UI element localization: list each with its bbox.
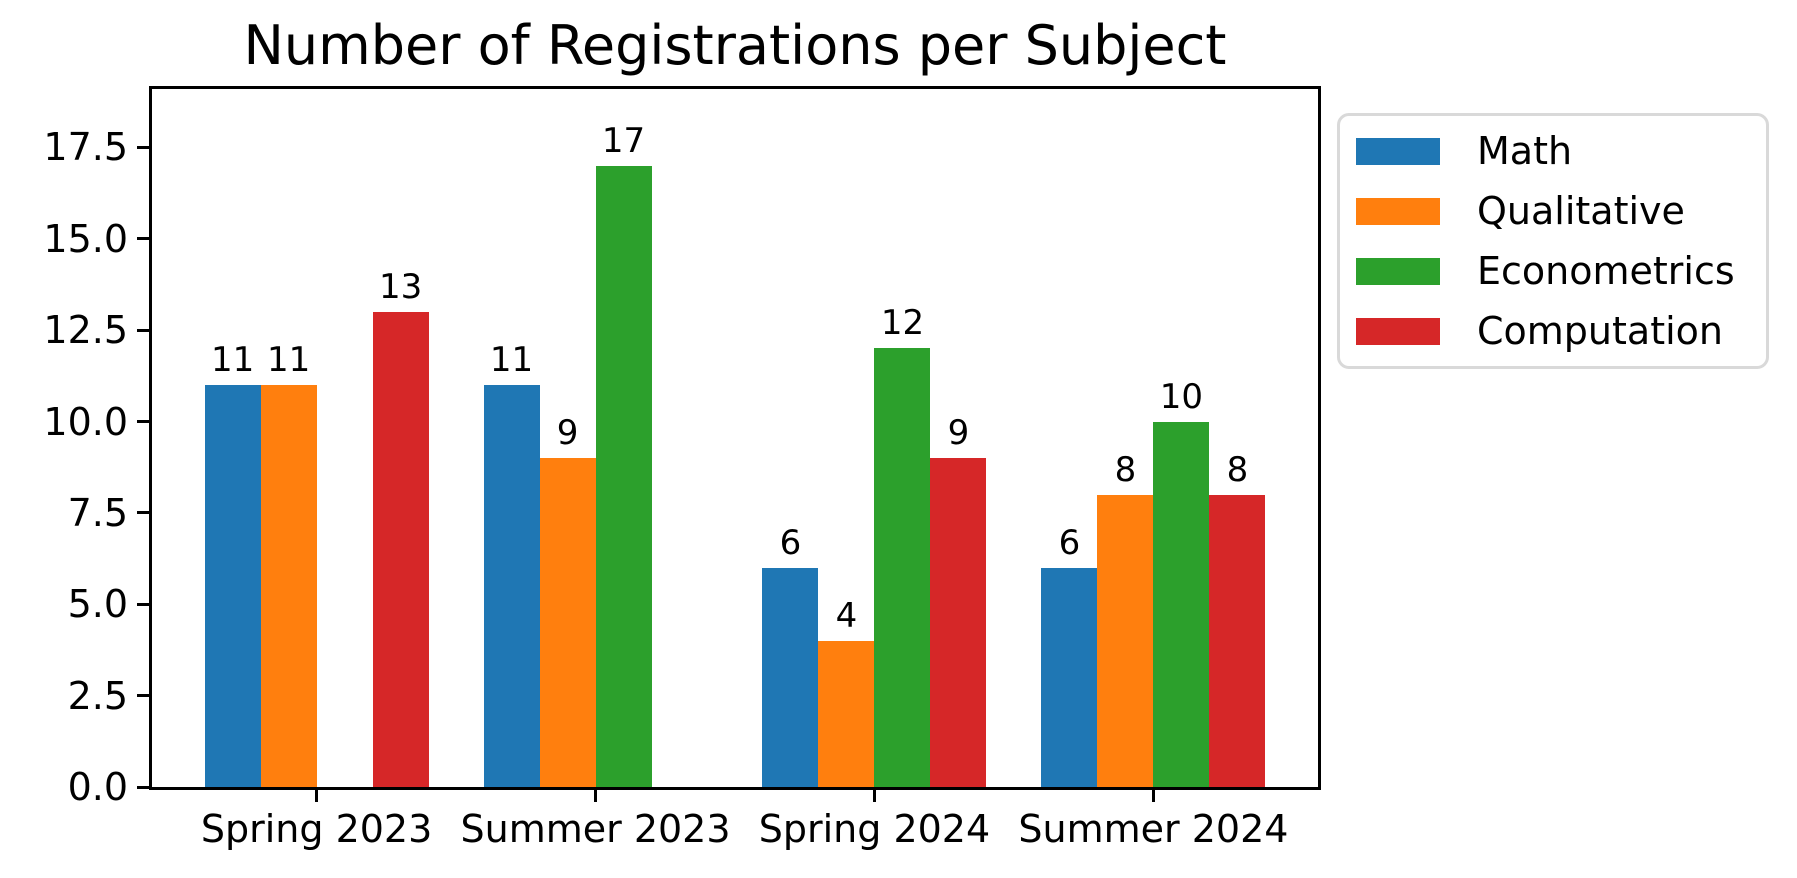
legend-swatch-math	[1356, 137, 1440, 165]
bar-econometrics-summer-2023	[595, 165, 652, 787]
bar-value-label: 10	[1159, 376, 1204, 417]
bar-value-label: 9	[947, 413, 970, 454]
y-tick-label: 17.5	[43, 125, 128, 170]
bar-math-summer-2024	[1041, 567, 1098, 787]
bar-qualitative-summer-2023	[539, 458, 596, 787]
y-tick-mark	[137, 511, 149, 515]
legend-swatch-qualitative	[1356, 197, 1440, 225]
legend-item-computation: Computation	[1356, 301, 1766, 361]
bar-value-label: 13	[378, 266, 423, 307]
bar-value-label: 6	[1058, 522, 1081, 563]
x-tick-mark	[872, 790, 876, 802]
bar-value-label: 6	[779, 522, 802, 563]
y-tick-mark	[137, 420, 149, 424]
bar-qualitative-spring-2024	[818, 640, 875, 787]
legend-item-econometrics: Econometrics	[1356, 241, 1766, 301]
y-tick-label: 5.0	[67, 582, 128, 627]
legend-label: Computation	[1477, 309, 1723, 353]
y-tick-label: 7.5	[67, 490, 128, 535]
bar-value-label: 8	[1114, 449, 1137, 490]
x-tick-mark	[594, 790, 598, 802]
x-tick-label-summer-2023: Summer 2023	[460, 807, 731, 851]
bar-qualitative-spring-2023	[260, 385, 317, 787]
legend-label: Qualitative	[1477, 189, 1685, 233]
y-tick-mark	[137, 328, 149, 332]
y-tick-mark	[137, 602, 149, 606]
x-tick-mark	[1151, 790, 1155, 802]
bar-value-label: 4	[835, 595, 858, 636]
y-tick-label: 2.5	[67, 673, 128, 718]
legend-swatch-computation	[1356, 317, 1440, 345]
y-tick-mark	[137, 145, 149, 149]
legend-item-math: Math	[1356, 121, 1766, 181]
bar-computation-spring-2024	[930, 458, 987, 787]
y-tick-label: 15.0	[43, 216, 128, 261]
bar-qualitative-summer-2024	[1097, 494, 1154, 787]
y-tick-mark	[137, 237, 149, 241]
bar-value-label: 8	[1226, 449, 1249, 490]
bar-econometrics-summer-2024	[1153, 421, 1210, 787]
chart-title: Number of Registrations per Subject	[243, 14, 1227, 77]
bar-value-label: 17	[601, 120, 646, 161]
y-tick-mark	[137, 694, 149, 698]
bar-computation-spring-2023	[372, 311, 429, 787]
x-tick-label-spring-2023: Spring 2023	[200, 807, 433, 851]
legend-label: Econometrics	[1477, 249, 1735, 293]
y-tick-label: 12.5	[43, 308, 128, 353]
bar-value-label: 9	[556, 413, 579, 454]
x-tick-mark	[315, 790, 319, 802]
legend: Math Qualitative Econometrics Computation	[1337, 113, 1769, 369]
plot-area: 11 11 6 6 11 9 4 8 17 12 10 13 9 8	[149, 86, 1321, 790]
bar-value-label: 11	[266, 340, 311, 381]
x-tick-label-summer-2024: Summer 2024	[1018, 807, 1289, 851]
y-tick-label: 10.0	[43, 399, 128, 444]
bar-value-label: 12	[880, 303, 925, 344]
bar-computation-summer-2024	[1209, 494, 1266, 787]
y-tick-label: 0.0	[67, 765, 128, 809]
bar-math-spring-2023	[204, 385, 261, 787]
bar-value-label: 11	[489, 340, 534, 381]
bar-value-label: 11	[210, 340, 255, 381]
y-tick-mark	[137, 785, 149, 789]
legend-label: Math	[1477, 129, 1573, 173]
bar-econometrics-spring-2024	[874, 348, 931, 787]
bar-math-spring-2024	[762, 567, 819, 787]
x-tick-label-spring-2024: Spring 2024	[758, 807, 991, 851]
legend-swatch-econometrics	[1356, 257, 1440, 285]
legend-item-qualitative: Qualitative	[1356, 181, 1766, 241]
bar-math-summer-2023	[483, 385, 540, 787]
